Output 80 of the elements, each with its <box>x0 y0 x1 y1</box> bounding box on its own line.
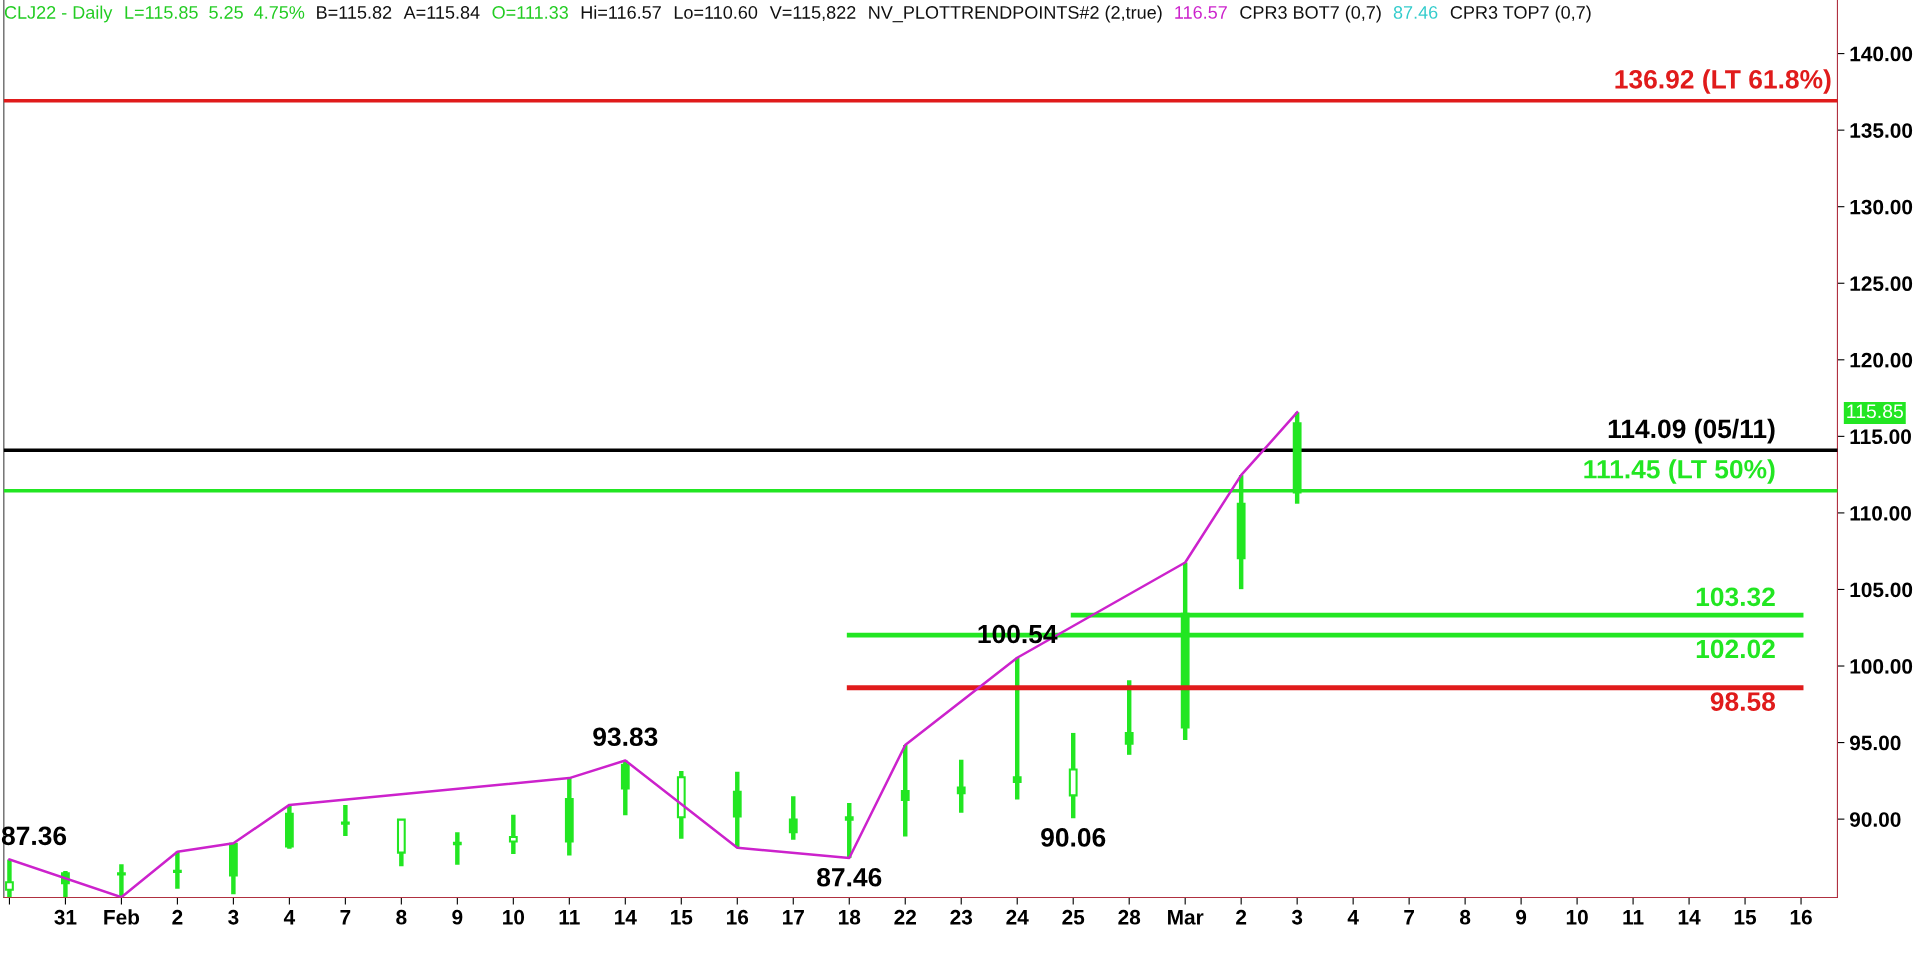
x-tick-label: 16 <box>1790 909 1812 925</box>
annotation: CLJ22 - Daily <box>4 5 113 23</box>
data-label: 87.36 <box>1 826 67 846</box>
x-tick-label: 3 <box>228 909 239 925</box>
annotation: Hi=116.57 <box>581 5 661 19</box>
candlestick <box>1124 680 1134 755</box>
annotation: L=115.85 5.25 4.75% <box>125 6 305 19</box>
x-tick-label: 9 <box>1516 909 1527 925</box>
x-tick-label: 10 <box>503 909 525 925</box>
x-tick-label: 14 <box>1678 910 1701 925</box>
candlestick <box>788 796 798 840</box>
x-tick-label: 7 <box>1404 910 1415 925</box>
candlestick <box>1012 657 1022 800</box>
ref-line-label: 111.45 (LT 50%) <box>1584 459 1775 484</box>
annotation: V=115,822 <box>769 6 856 21</box>
x-tick-label: 11 <box>559 910 580 925</box>
candlestick <box>340 804 350 837</box>
y-tick-label: 115.00 <box>1850 429 1911 445</box>
annotation: 87.46 <box>1393 6 1438 19</box>
annotation: CPR3 BOT7 (0,7) <box>1240 5 1381 23</box>
x-tick-label: 25 <box>1062 909 1085 925</box>
y-tick-label: 90.00 <box>1849 812 1901 827</box>
x-tick-label: 8 <box>1459 909 1471 925</box>
x-tick-label: 22 <box>894 909 916 925</box>
annotation: A=115.84 <box>403 6 480 19</box>
candlestick <box>900 745 910 837</box>
y-tick-label: 130.00 <box>1850 199 1913 215</box>
x-tick-label: 11 <box>1623 910 1644 925</box>
y-tick-label: 105.00 <box>1850 582 1913 598</box>
x-tick-label: 9 <box>452 909 463 925</box>
candlestick <box>452 832 462 865</box>
y-tick-label: 135.00 <box>1850 123 1913 138</box>
x-tick-label: 24 <box>1006 909 1029 925</box>
x-tick-label: 17 <box>782 910 804 925</box>
candlestick <box>508 814 518 855</box>
x-tick-label: 23 <box>950 909 973 925</box>
annotation: NV_PLOTTRENDPOINTS#2 (2,true) <box>869 5 1162 23</box>
annotation: 116.57 <box>1175 6 1227 19</box>
candlestick <box>173 851 182 889</box>
x-tick-label: Mar <box>1168 910 1204 925</box>
data-label: 93.83 <box>593 727 658 747</box>
text: 115.85 <box>1847 404 1903 419</box>
y-tick-label: 110.00 <box>1850 505 1911 521</box>
series-label: 102.02 <box>1696 639 1775 659</box>
x-tick-label: Feb <box>104 909 140 925</box>
candlestick <box>117 864 126 898</box>
x-tick-label: 10 <box>1566 909 1588 925</box>
candlestick <box>620 760 630 816</box>
x-tick-label: 28 <box>1118 909 1141 925</box>
annotation: 90.06 <box>1041 828 1106 847</box>
y-tick-label: 120.00 <box>1850 352 1913 368</box>
x-tick-label: 16 <box>727 909 749 925</box>
x-tick-label: 14 <box>615 910 637 925</box>
y-tick-label: 95.00 <box>1849 735 1901 751</box>
series-label: 98.58 <box>1710 692 1776 711</box>
annotation: Lo=110.60 <box>674 6 758 19</box>
x-tick-label: 4 <box>283 910 296 925</box>
candlestick <box>5 859 14 898</box>
candlestick <box>844 803 854 859</box>
ref-line-label: 136.92 (LT 61.8%) <box>1615 69 1831 94</box>
y-tick-label: 100.00 <box>1850 659 1913 674</box>
x-tick-label: 2 <box>1236 909 1247 925</box>
ref-line-label: 114.09 (05/11) <box>1608 418 1775 444</box>
y-tick-label: 125.00 <box>1850 276 1913 291</box>
x-tick-label: 7 <box>340 910 351 925</box>
x-tick-label: 15 <box>671 910 693 925</box>
x-tick-label: 4 <box>1347 910 1359 925</box>
annotation: B=115.82 <box>317 6 392 19</box>
data-label: 87.46 <box>817 867 882 887</box>
x-tick-label: 8 <box>396 909 407 925</box>
annotation: CPR3 TOP7 (0,7) <box>1450 5 1591 23</box>
x-tick-label: 15 <box>1734 910 1757 925</box>
x-tick-label: 3 <box>1291 909 1303 925</box>
y-tick-label: 140.00 <box>1850 46 1913 62</box>
series-label: 103.32 <box>1696 587 1775 607</box>
x-tick-label: 18 <box>838 909 861 925</box>
x-tick-label: 31 <box>54 909 77 925</box>
x-tick-label: 2 <box>172 909 183 925</box>
candlestick <box>956 759 966 813</box>
annotation: O=111.33 <box>492 6 568 19</box>
